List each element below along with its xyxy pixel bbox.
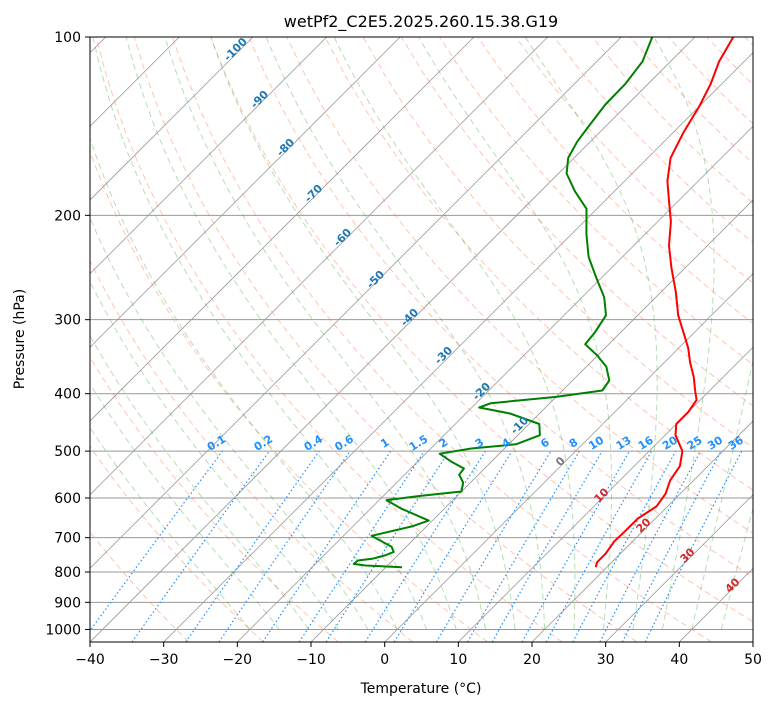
- y-tick-label: 500: [54, 444, 81, 460]
- y-tick-label: 300: [54, 313, 81, 329]
- x-tick-label: −30: [149, 652, 179, 668]
- y-tick-label: 200: [54, 208, 81, 224]
- y-tick-label: 700: [54, 531, 81, 547]
- chart-title: wetPf2_C2E5.2025.260.15.38.G19: [284, 12, 558, 32]
- y-tick-label: 100: [54, 30, 81, 46]
- x-tick-label: −40: [75, 652, 105, 668]
- x-axis-label: Temperature (°C): [360, 681, 482, 697]
- x-tick-label: −20: [223, 652, 253, 668]
- x-tick-label: 10: [449, 652, 467, 668]
- y-tick-label: 600: [54, 491, 81, 507]
- x-tick-label: 40: [670, 652, 688, 668]
- y-tick-label: 1000: [45, 622, 81, 638]
- y-axis-label: Pressure (hPa): [12, 289, 28, 389]
- y-tick-label: 400: [54, 387, 81, 403]
- x-tick-label: 30: [597, 652, 615, 668]
- x-tick-label: −10: [296, 652, 326, 668]
- y-tick-label: 900: [54, 595, 81, 611]
- x-tick-label: 20: [523, 652, 541, 668]
- x-tick-label: 0: [380, 652, 389, 668]
- y-tick-label: 800: [54, 565, 81, 581]
- x-tick-label: 50: [744, 652, 762, 668]
